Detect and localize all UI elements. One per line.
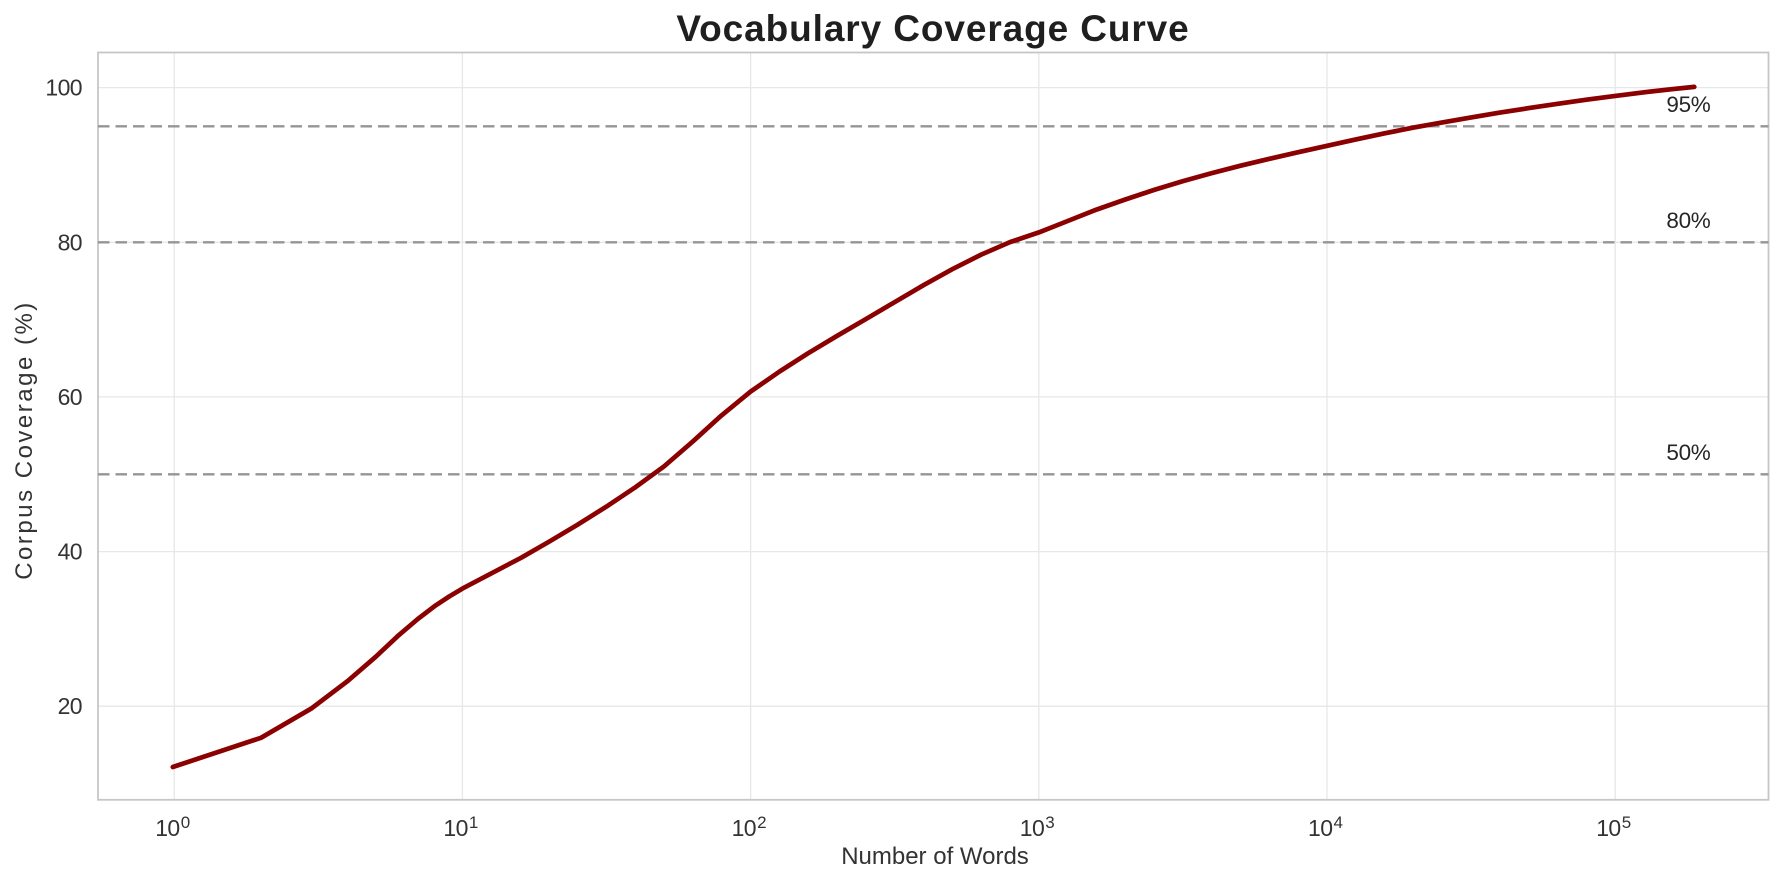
svg-text:3: 3 [1045, 813, 1054, 832]
svg-text:40: 40 [58, 539, 82, 565]
svg-text:5: 5 [1622, 813, 1631, 832]
svg-text:1: 1 [469, 813, 478, 832]
svg-text:80: 80 [58, 229, 82, 255]
svg-text:Number of Words: Number of Words [841, 843, 1029, 870]
svg-text:10: 10 [155, 815, 179, 841]
svg-text:0: 0 [181, 813, 190, 832]
svg-text:10: 10 [1020, 815, 1044, 841]
svg-text:10: 10 [1308, 815, 1332, 841]
svg-text:10: 10 [1596, 815, 1620, 841]
svg-text:20: 20 [58, 693, 82, 719]
svg-text:60: 60 [58, 384, 82, 410]
svg-text:100: 100 [45, 75, 82, 101]
svg-text:10: 10 [443, 815, 467, 841]
svg-text:2: 2 [757, 813, 766, 832]
svg-text:95%: 95% [1666, 92, 1710, 117]
svg-text:50%: 50% [1666, 440, 1710, 465]
svg-text:4: 4 [1334, 813, 1343, 832]
svg-text:10: 10 [732, 815, 756, 841]
svg-text:Vocabulary Coverage Curve: Vocabulary Coverage Curve [676, 8, 1189, 49]
svg-text:80%: 80% [1666, 208, 1710, 233]
svg-text:Corpus Coverage (%): Corpus Coverage (%) [11, 300, 38, 580]
